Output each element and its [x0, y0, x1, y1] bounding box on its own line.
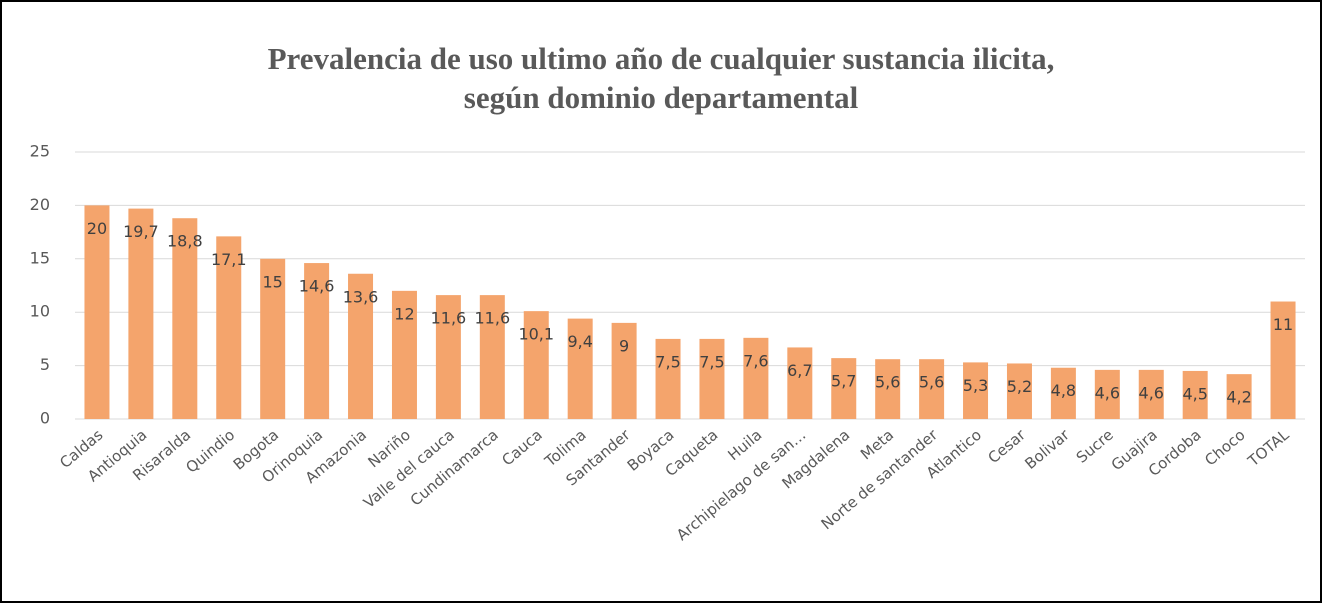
- value-label: 18,8: [167, 232, 203, 251]
- value-label: 19,7: [123, 222, 159, 241]
- bar: [875, 359, 901, 419]
- bar: [1226, 374, 1252, 419]
- value-label: 7,5: [655, 352, 680, 371]
- value-label: 7,6: [743, 351, 768, 370]
- bar: [1138, 369, 1164, 419]
- bar: [391, 290, 417, 419]
- y-tick-label: 15: [30, 248, 50, 267]
- value-label: 20: [87, 219, 107, 238]
- bar: [963, 362, 989, 419]
- bar: [1270, 301, 1296, 419]
- bar: [919, 359, 945, 419]
- bar: [128, 208, 154, 419]
- bar: [831, 358, 857, 419]
- bar: [1006, 363, 1032, 419]
- value-label: 6,7: [787, 361, 812, 380]
- value-label: 11,6: [475, 309, 511, 328]
- bar: [523, 311, 549, 419]
- chart-title: según dominio departamental: [464, 80, 859, 115]
- value-label: 10,1: [518, 325, 554, 344]
- bar: [655, 338, 681, 419]
- bar: [435, 295, 461, 419]
- bar: [567, 318, 593, 419]
- value-label: 4,6: [1139, 383, 1164, 402]
- bar: [743, 337, 769, 419]
- bar: [216, 236, 242, 419]
- bar: [260, 258, 286, 419]
- bar: [1050, 367, 1076, 419]
- value-label: 5,7: [831, 372, 856, 391]
- value-label: 12: [394, 304, 414, 323]
- bar: [611, 322, 637, 419]
- value-label: 15: [262, 272, 282, 291]
- value-label: 5,3: [963, 376, 988, 395]
- value-label: 5,2: [1007, 377, 1032, 396]
- bar: [699, 338, 725, 419]
- value-label: 17,1: [211, 250, 247, 269]
- value-label: 5,6: [919, 373, 944, 392]
- y-tick-label: 0: [40, 409, 50, 428]
- bar: [787, 347, 813, 419]
- value-label: 7,5: [699, 352, 724, 371]
- bar: [304, 263, 330, 419]
- value-label: 5,6: [875, 373, 900, 392]
- y-tick-label: 10: [30, 302, 50, 321]
- value-label: 11,6: [431, 309, 467, 328]
- value-label: 11: [1273, 315, 1293, 334]
- y-tick-label: 20: [30, 195, 50, 214]
- value-label: 13,6: [343, 287, 379, 306]
- chart-title: Prevalencia de uso ultimo año de cualqui…: [268, 41, 1055, 76]
- bar: [479, 295, 505, 419]
- value-label: 4,8: [1051, 381, 1076, 400]
- bar: [1094, 369, 1120, 419]
- value-label: 9,4: [567, 332, 592, 351]
- bar: [1182, 370, 1208, 419]
- bar: [172, 218, 198, 419]
- bar: [348, 273, 374, 419]
- y-tick-label: 25: [30, 142, 50, 161]
- value-label: 9: [619, 336, 629, 355]
- value-label: 4,6: [1095, 383, 1120, 402]
- value-label: 14,6: [299, 277, 335, 296]
- value-label: 4,2: [1226, 388, 1251, 407]
- value-label: 4,5: [1182, 384, 1207, 403]
- bar: [84, 205, 110, 419]
- y-tick-label: 5: [40, 355, 50, 374]
